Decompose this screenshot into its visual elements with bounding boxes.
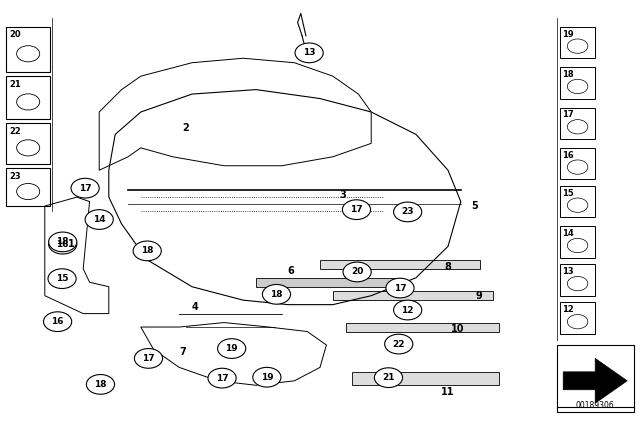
Circle shape [86,375,115,394]
Text: 20: 20 [351,267,364,276]
Circle shape [385,334,413,354]
Text: 11: 11 [441,387,455,397]
Text: 22: 22 [10,127,21,136]
Text: 14: 14 [562,229,573,238]
Circle shape [394,202,422,222]
Text: 18: 18 [94,380,107,389]
Circle shape [49,232,77,252]
Polygon shape [333,291,493,300]
Text: 2: 2 [182,123,189,133]
Text: 13: 13 [562,267,573,276]
Text: 9: 9 [476,291,482,301]
Text: 17: 17 [562,110,573,119]
Text: 18: 18 [56,237,69,246]
Circle shape [262,284,291,304]
Text: 23: 23 [10,172,21,181]
Circle shape [49,234,77,254]
Text: 12: 12 [562,305,573,314]
Text: 15: 15 [562,189,573,198]
Circle shape [386,278,414,298]
Text: 19: 19 [225,344,238,353]
Circle shape [48,269,76,289]
Polygon shape [352,372,499,385]
Text: 17: 17 [142,354,155,363]
Text: 18: 18 [141,246,154,255]
Circle shape [44,312,72,332]
Text: 15: 15 [56,274,68,283]
Text: 12: 12 [401,306,414,314]
Circle shape [343,262,371,282]
Polygon shape [563,358,627,403]
Text: 21: 21 [382,373,395,382]
Text: 16: 16 [51,317,64,326]
Text: 16: 16 [562,151,573,159]
Polygon shape [256,278,397,287]
Text: 5: 5 [472,201,478,211]
Text: 18: 18 [270,290,283,299]
Text: 10: 10 [451,324,465,334]
Circle shape [394,300,422,320]
Text: 19: 19 [562,30,573,39]
Circle shape [374,368,403,388]
Text: 13: 13 [303,48,316,57]
Circle shape [253,367,281,387]
Text: 3: 3 [339,190,346,200]
Text: 18: 18 [562,70,573,79]
Text: 6: 6 [288,266,294,276]
Text: 8: 8 [445,262,451,271]
Circle shape [134,349,163,368]
Text: 14: 14 [93,215,106,224]
Circle shape [218,339,246,358]
Text: 17: 17 [216,374,228,383]
Text: 17: 17 [350,205,363,214]
Circle shape [295,43,323,63]
Circle shape [71,178,99,198]
Text: 17: 17 [79,184,92,193]
Polygon shape [320,260,480,269]
Text: 4: 4 [192,302,198,312]
Circle shape [208,368,236,388]
Circle shape [85,210,113,229]
Text: 00189306: 00189306 [576,401,614,410]
Text: 19: 19 [260,373,273,382]
Text: 1: 1 [68,239,75,249]
Circle shape [133,241,161,261]
Text: 16: 16 [56,240,69,249]
Text: 17: 17 [394,284,406,293]
Text: 23: 23 [401,207,414,216]
Text: 20: 20 [10,30,21,39]
Text: 7: 7 [179,347,186,357]
Circle shape [342,200,371,220]
Polygon shape [346,323,499,332]
Text: 21: 21 [10,80,21,89]
Text: 22: 22 [392,340,405,349]
